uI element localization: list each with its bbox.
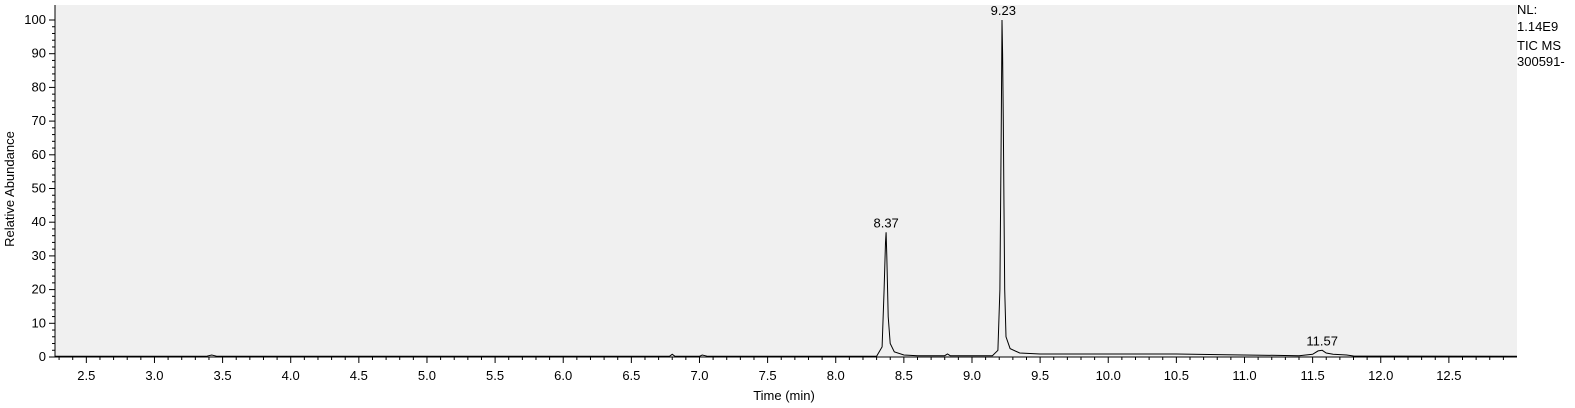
peak-labels: 8.37 9.23 11.57 [873, 3, 1337, 348]
y-tick-label: 100 [24, 12, 46, 27]
y-tick-label: 20 [32, 282, 46, 297]
y-axis: 0 10 20 30 40 50 60 70 80 90 100 [24, 5, 56, 364]
x-tick-label: 7.5 [759, 368, 777, 383]
y-tick-label: 10 [32, 315, 46, 330]
y-tick-label: 30 [32, 248, 46, 263]
x-tick-label: 12.0 [1368, 368, 1393, 383]
tic-trace-line [55, 19, 1518, 357]
x-tick-label: 6.5 [622, 368, 640, 383]
info-line-file: 300591- [1517, 54, 1565, 69]
x-tick-label: 4.0 [282, 368, 300, 383]
x-tick-label: 5.5 [486, 368, 504, 383]
y-tick-label: 60 [32, 147, 46, 162]
peak-label: 8.37 [873, 215, 898, 230]
x-tick-label: 10.5 [1164, 368, 1189, 383]
x-axis: 2.5 3.0 3.5 4.0 4.5 5.0 5.5 6.0 6.5 7.0 7.5 8.0 8.5 9… [55, 356, 1517, 383]
peak-label: 11.57 [1306, 333, 1338, 348]
x-tick-label: 9.5 [1031, 368, 1049, 383]
x-tick-label: 8.0 [827, 368, 845, 383]
x-tick-label: 4.5 [350, 368, 368, 383]
x-tick-label: 3.0 [145, 368, 163, 383]
x-tick-label: 3.5 [214, 368, 232, 383]
y-axis-title: Relative Abundance [2, 131, 17, 247]
x-tick-label: 11.5 [1300, 368, 1324, 383]
x-tick-label: 12.5 [1436, 368, 1461, 383]
x-tick-label: 10.0 [1096, 368, 1121, 383]
x-tick-label: 6.0 [554, 368, 572, 383]
x-tick-label: 7.0 [690, 368, 708, 383]
y-tick-label: 90 [32, 46, 46, 61]
y-tick-label: 80 [32, 79, 46, 94]
info-panel: NL: 1.14E9 TIC MS 300591- [1517, 2, 1565, 69]
info-line-nl: NL: [1517, 2, 1537, 17]
y-tick-label: 40 [32, 214, 46, 229]
y-tick-label: 0 [39, 349, 46, 364]
plot-area [55, 5, 1517, 357]
info-line-scan: TIC MS [1517, 38, 1561, 53]
info-line-level: 1.14E9 [1517, 19, 1558, 34]
y-tick-label: 50 [32, 181, 46, 196]
x-tick-label: 9.0 [963, 368, 981, 383]
x-tick-label: 11.0 [1232, 368, 1256, 383]
x-tick-label: 8.5 [895, 368, 913, 383]
peak-label: 9.23 [991, 3, 1016, 18]
x-tick-label: 5.0 [418, 368, 436, 383]
x-tick-label: 2.5 [77, 368, 95, 383]
x-axis-title: Time (min) [753, 388, 815, 403]
y-tick-label: 70 [32, 113, 46, 128]
